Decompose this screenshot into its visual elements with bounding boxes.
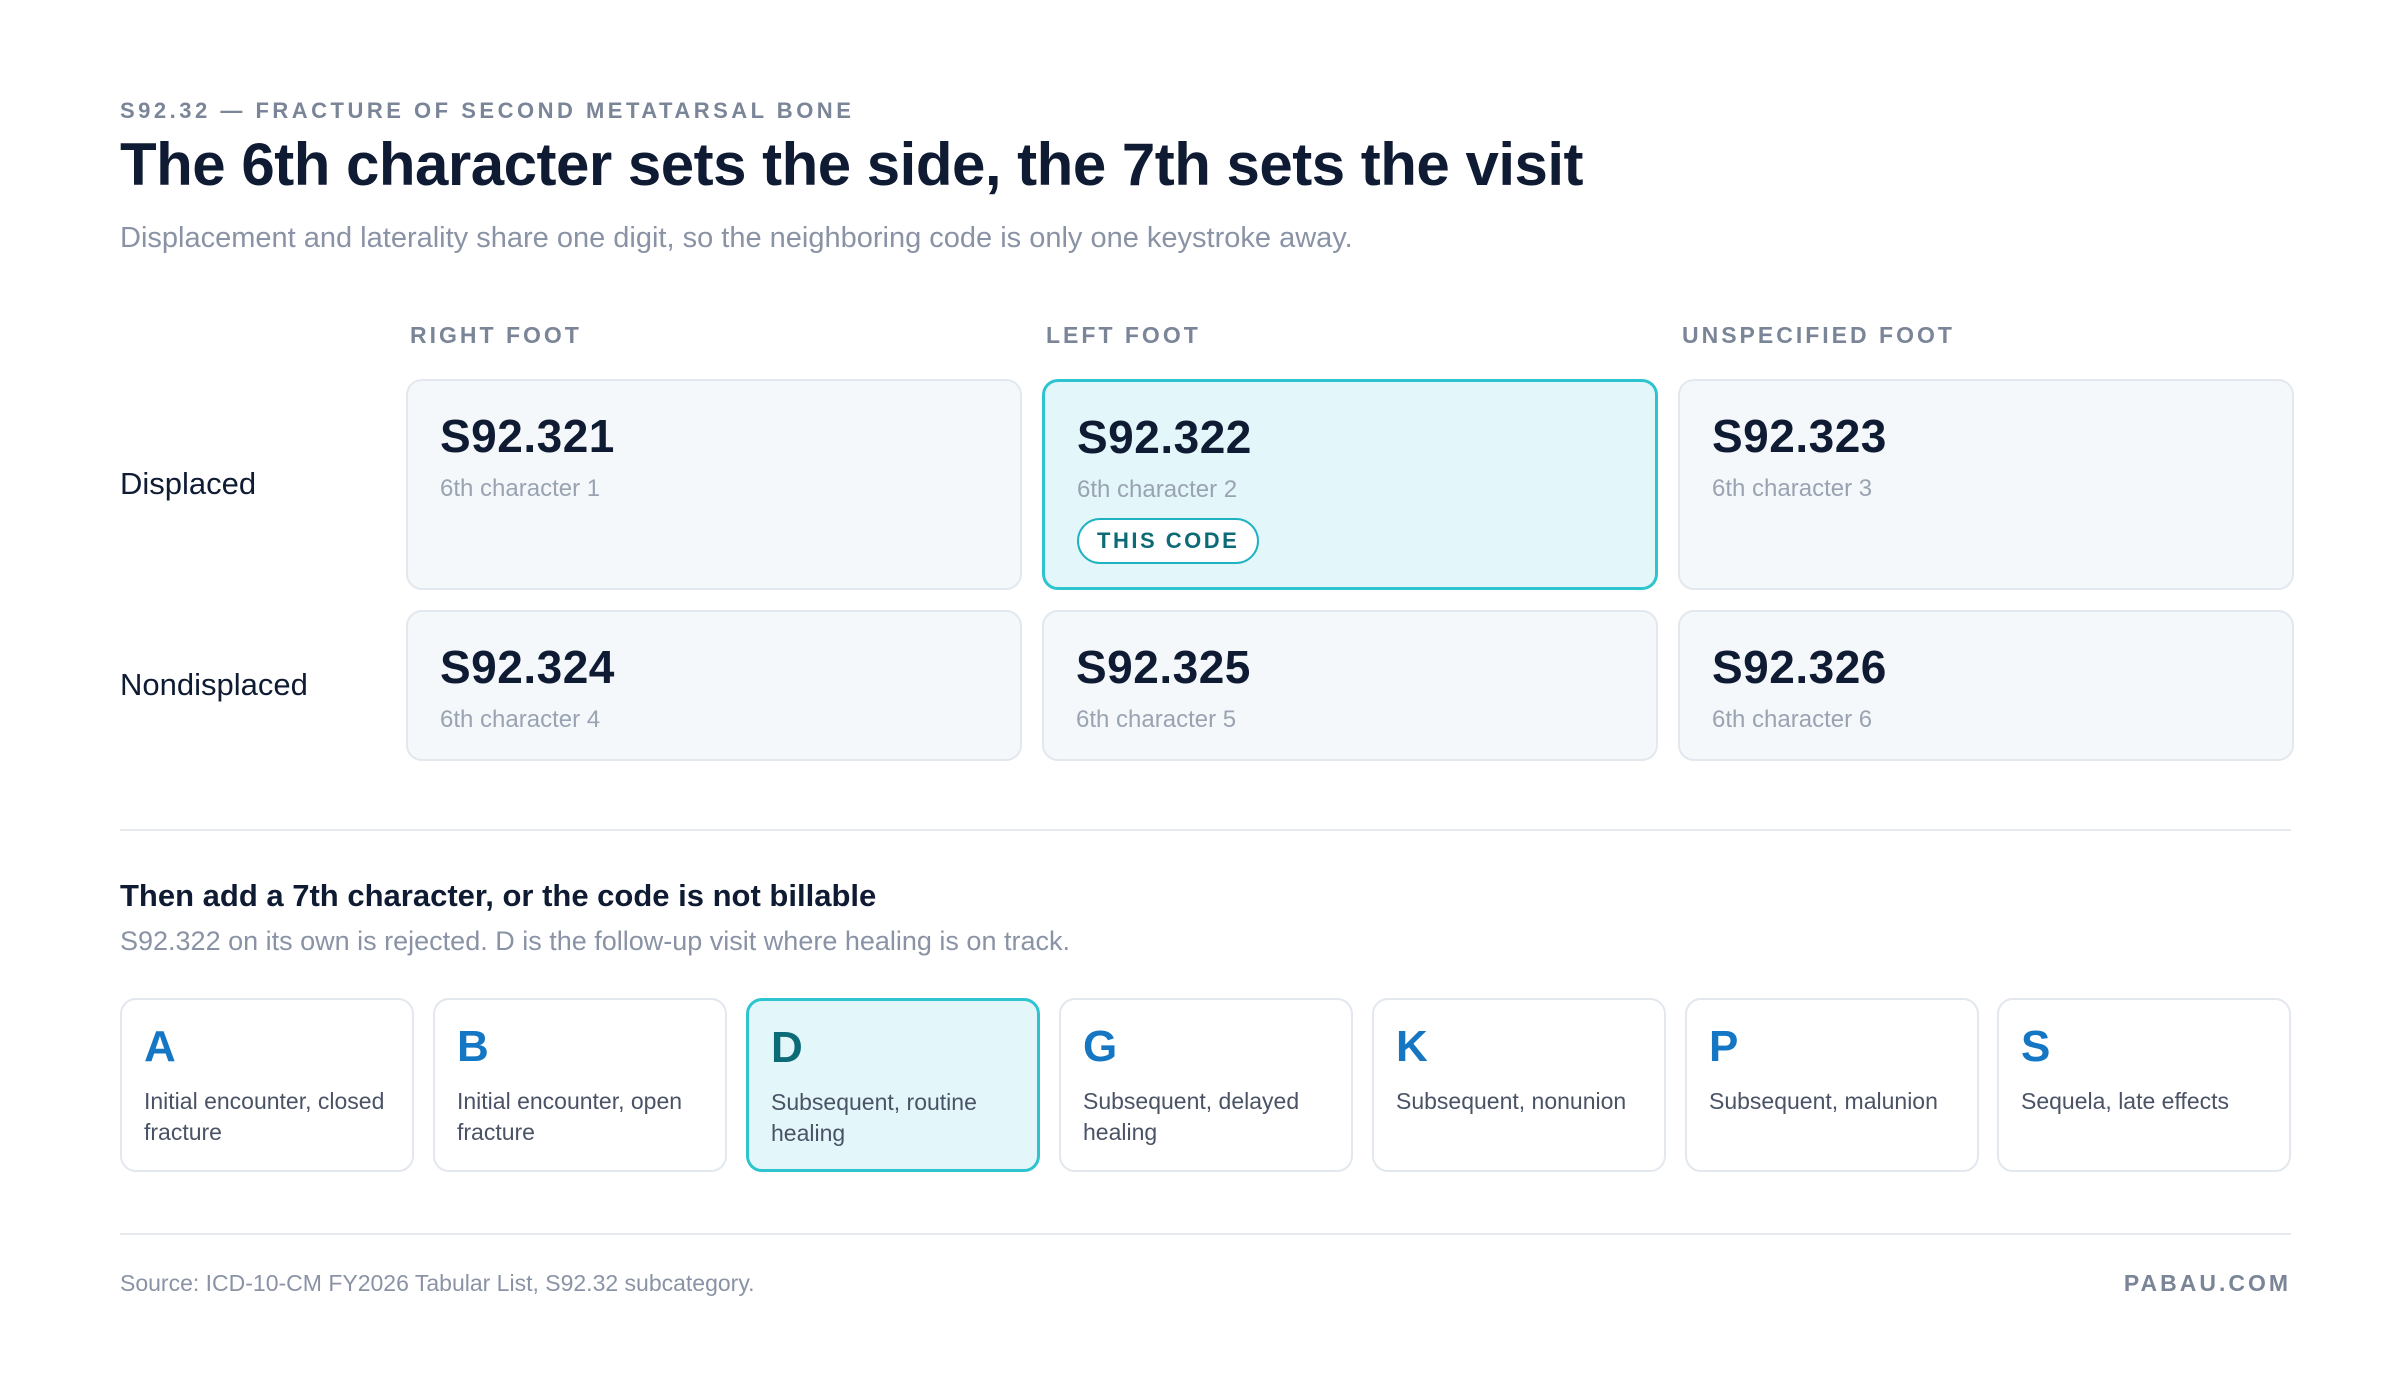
extension-card-s[interactable]: S Sequela, late effects <box>1997 998 2291 1172</box>
this-code-badge: THIS CODE <box>1077 518 1260 564</box>
code-card-s92-326[interactable]: S92.326 6th character 6 <box>1678 610 2294 761</box>
page: S92.32 — FRACTURE OF SECOND METATARSAL B… <box>120 0 2294 1398</box>
code-character: 6th character 1 <box>440 475 601 502</box>
row-label-nondisplaced: Nondisplaced <box>120 667 308 702</box>
column-header-left-foot: LEFT FOOT <box>1046 322 1201 348</box>
code-value: S92.323 <box>1712 410 1887 462</box>
page-title: The 6th character sets the side, the 7th… <box>120 131 1584 198</box>
extension-card-k[interactable]: K Subsequent, nonunion <box>1372 998 1666 1172</box>
code-card-s92-321[interactable]: S92.321 6th character 1 <box>406 379 1022 590</box>
extension-letter: B <box>457 1022 489 1071</box>
column-header-unspecified-foot: UNSPECIFIED FOOT <box>1682 322 1955 348</box>
code-card-s92-322-selected[interactable]: S92.322 6th character 2 THIS CODE <box>1042 379 1658 590</box>
extension-description: Initial encounter, closed fracture <box>144 1088 385 1145</box>
code-value: S92.325 <box>1076 641 1251 693</box>
extensions-subtitle: S92.322 on its own is rejected. D is the… <box>120 926 1070 956</box>
row-label-displaced: Displaced <box>120 466 257 501</box>
section-divider <box>120 829 2291 831</box>
brand-link[interactable]: PABAU.COM <box>2123 1270 2291 1296</box>
extension-description: Subsequent, delayed healing <box>1083 1088 1300 1145</box>
extension-letter: G <box>1083 1022 1118 1071</box>
source-note: Source: ICD-10-CM FY2026 Tabular List, S… <box>120 1270 755 1296</box>
extension-description: Initial encounter, open fracture <box>457 1088 683 1145</box>
footer-divider <box>120 1233 2291 1235</box>
eyebrow: S92.32 — FRACTURE OF SECOND METATARSAL B… <box>120 98 855 123</box>
page-subtitle: Displacement and laterality share one di… <box>120 222 1353 254</box>
code-value: S92.322 <box>1077 411 1252 463</box>
extension-description: Subsequent, routine healing <box>771 1089 977 1146</box>
code-card-s92-325[interactable]: S92.325 6th character 5 <box>1042 610 1658 761</box>
code-card-s92-324[interactable]: S92.324 6th character 4 <box>406 610 1022 761</box>
extension-letter: P <box>1709 1022 1739 1071</box>
extension-description: Subsequent, nonunion <box>1396 1088 1627 1114</box>
extension-letter: D <box>771 1023 803 1072</box>
column-header-right-foot: RIGHT FOOT <box>410 322 582 348</box>
code-character: 6th character 6 <box>1712 706 1873 733</box>
code-value: S92.321 <box>440 410 615 462</box>
code-character: 6th character 2 <box>1077 476 1238 503</box>
extension-card-b[interactable]: B Initial encounter, open fracture <box>433 998 727 1172</box>
extension-letter: A <box>144 1022 176 1071</box>
code-character: 6th character 5 <box>1076 706 1237 733</box>
code-character: 6th character 4 <box>440 706 601 733</box>
code-value: S92.326 <box>1712 641 1887 693</box>
code-value: S92.324 <box>440 641 615 693</box>
extension-letter: K <box>1396 1022 1428 1071</box>
extension-description: Subsequent, malunion <box>1709 1088 1938 1114</box>
code-card-s92-323[interactable]: S92.323 6th character 3 <box>1678 379 2294 590</box>
extensions-title: Then add a 7th character, or the code is… <box>120 878 877 913</box>
extension-card-g[interactable]: G Subsequent, delayed healing <box>1059 998 1353 1172</box>
extension-card-a[interactable]: A Initial encounter, closed fracture <box>120 998 414 1172</box>
extension-card-d-selected[interactable]: D Subsequent, routine healing <box>746 998 1040 1172</box>
extension-card-p[interactable]: P Subsequent, malunion <box>1685 998 1979 1172</box>
extension-letter: S <box>2021 1022 2051 1071</box>
code-character: 6th character 3 <box>1712 475 1873 502</box>
extension-description: Sequela, late effects <box>2021 1088 2229 1114</box>
